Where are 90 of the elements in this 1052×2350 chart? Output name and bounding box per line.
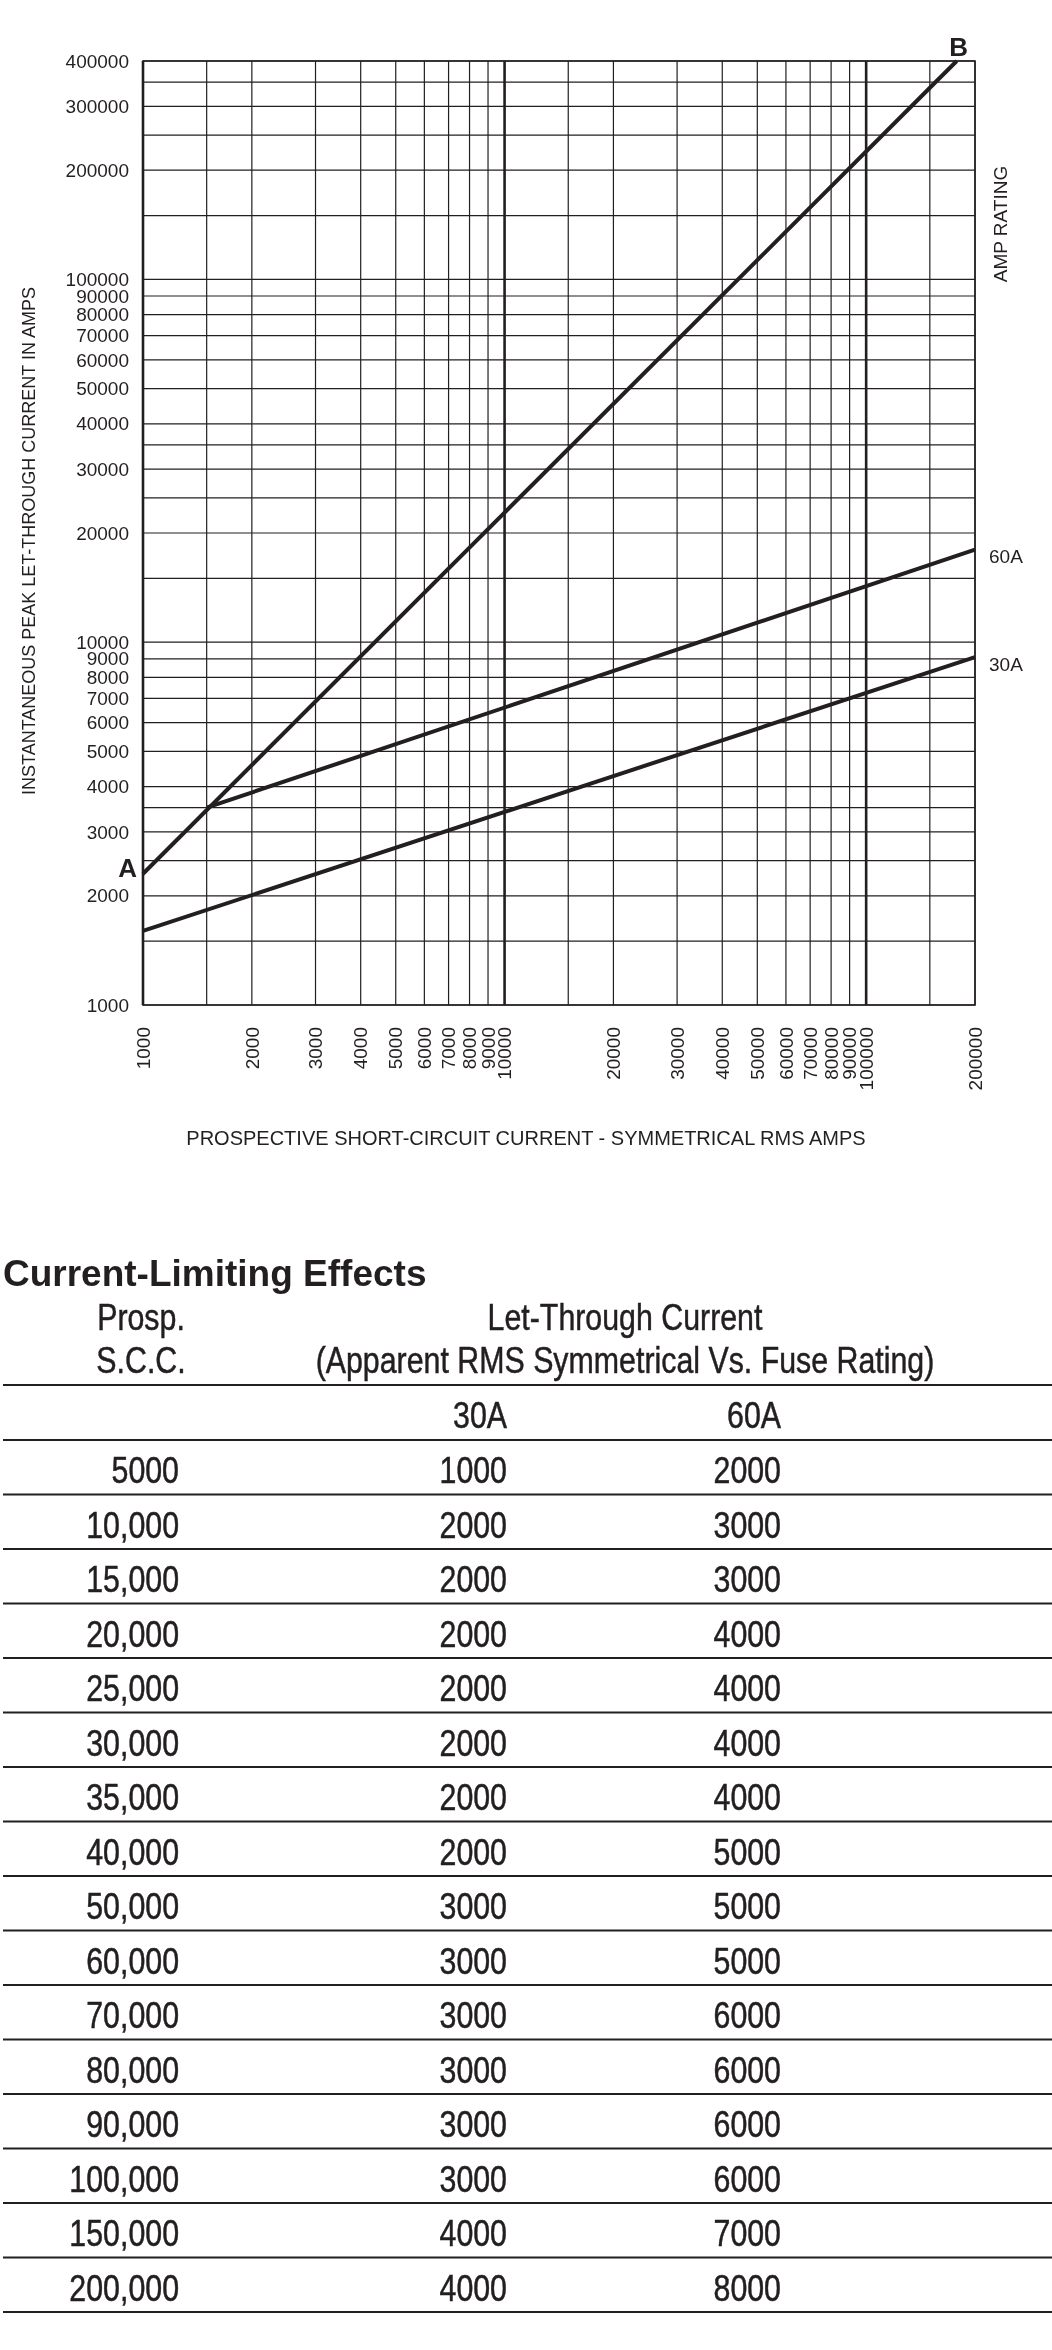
y-tick-label: 6000 [86,712,129,734]
y-tick-label: 70,000 [86,1994,179,2036]
y-tick-label: 3000 [86,821,129,843]
data-label: 3000 [439,1939,507,1982]
y-tick-label: 200000 [65,159,129,181]
y-tick-label: 10,000 [86,1503,179,1546]
y-tick-label: 60000 [76,349,129,371]
data-label: 4000 [439,2212,507,2254]
x-tick-label: 4000 [350,1027,372,1070]
data-label: 6000 [713,2157,781,2200]
data-label: 2000 [439,1830,507,1873]
data-label: 4000 [713,1612,781,1655]
y-tick-label: 60,000 [86,1939,179,1982]
x-tick-label: 80000 [820,1027,842,1080]
data-label: 4000 [439,2266,507,2309]
y-tick-label: 5000 [86,741,129,763]
data-label: 2000 [439,1503,507,1546]
data-label: 7000 [713,2212,781,2254]
x-axis-title: PROSPECTIVE SHORT-CIRCUIT CURRENT - SYMMETRICAL RMS AMPS [186,1127,866,1149]
data-label: 3000 [439,1885,507,1927]
data-label: 5000 [713,1885,781,1927]
y-tick-label: 300000 [65,95,129,117]
y-tick-label: 7000 [86,688,129,710]
y-tick-label: 20000 [76,522,129,544]
data-label: 8000 [713,2266,781,2309]
y-tick-label: 30,000 [86,1721,179,1764]
x-tick-label: 5000 [385,1027,407,1070]
data-label: 3000 [439,2048,507,2091]
data-label: 3000 [439,2157,507,2200]
data-label: 3000 [439,1994,507,2036]
x-tick-label: 50000 [746,1027,768,1080]
data-label: 4000 [713,1776,781,1818]
y-tick-label: 80000 [76,304,129,326]
y-tick-label: 70000 [76,325,129,347]
data-label: 2000 [439,1721,507,1764]
x-tick-label: 70000 [799,1027,821,1080]
y-tick-label: 40,000 [86,1830,179,1873]
x-tick-label: 30000 [666,1027,688,1080]
x-tick-label: 7000 [438,1027,460,1070]
y-tick-label: 20,000 [86,1612,179,1655]
data-label: 2000 [439,1558,507,1600]
y-tick-label: 30000 [76,458,129,480]
data-label: 2000 [439,1667,507,1709]
y-tick-label: 40000 [76,413,129,435]
y-axis-title: INSTANTANEOUS PEAK LET-THROUGH CURRENT IN AMPS [19,286,39,796]
chart-title: Current-Limiting Effects [3,1253,427,1294]
data-label: 1000 [439,1449,507,1491]
data-label: 5000 [713,1830,781,1873]
y-tick-label: 100,000 [69,2157,179,2200]
x-tick-label: 40000 [711,1027,733,1080]
y-tick-label: 25,000 [86,1667,179,1709]
y-tick-label: 80,000 [86,2048,179,2091]
x-tick-label: 20000 [603,1027,625,1080]
data-label: 6000 [713,1994,781,2036]
data-label: 3000 [713,1558,781,1600]
y-tick-label: 150,000 [69,2212,179,2254]
y-tick-label: 200,000 [69,2266,179,2309]
text: AMP RATING [990,165,1011,283]
y-tick-label: 90,000 [86,2103,179,2145]
y-axis-title: Prosp. S.C.C. [96,1296,186,1381]
y-tick-label: 400000 [65,50,129,72]
y-tick-label: 50000 [76,378,129,400]
x-axis-title: Let-Through Current (Apparent RMS Symmetrical Vs. Fuse Rating) [315,1296,935,1381]
x-tick-label: 200000 [964,1027,986,1091]
y-tick-label: 50,000 [86,1885,179,1927]
x-tick-label: 60000 [775,1027,797,1080]
annotation: B [949,32,969,62]
data-label: 2000 [439,1612,507,1655]
y-tick-label: 1000 [86,994,129,1016]
data-label: 4000 [713,1721,781,1764]
data-label: 6000 [713,2048,781,2091]
x-tick-label: 6000 [414,1027,436,1070]
y-tick-label: 4000 [86,776,129,798]
data-label: 6000 [713,2103,781,2145]
y-tick-label: 2000 [86,885,129,907]
x-tick-label: 3000 [305,1027,327,1070]
series-label: 30A [989,653,1024,675]
y-tick-label: 15,000 [86,1558,179,1600]
y-tick-label: 8000 [86,667,129,689]
y-tick-label: 5000 [111,1449,179,1491]
data-label: 5000 [713,1939,781,1982]
annotation: A [118,852,138,883]
series-label: 60A [989,546,1024,568]
x-tick-label: 2000 [241,1027,263,1070]
data-label: 2000 [439,1776,507,1818]
data-label: 4000 [713,1667,781,1709]
data-label: 3000 [713,1503,781,1546]
y-tick-label: 35,000 [86,1776,179,1818]
data-label: 3000 [439,2103,507,2145]
data-label: 2000 [713,1449,781,1491]
